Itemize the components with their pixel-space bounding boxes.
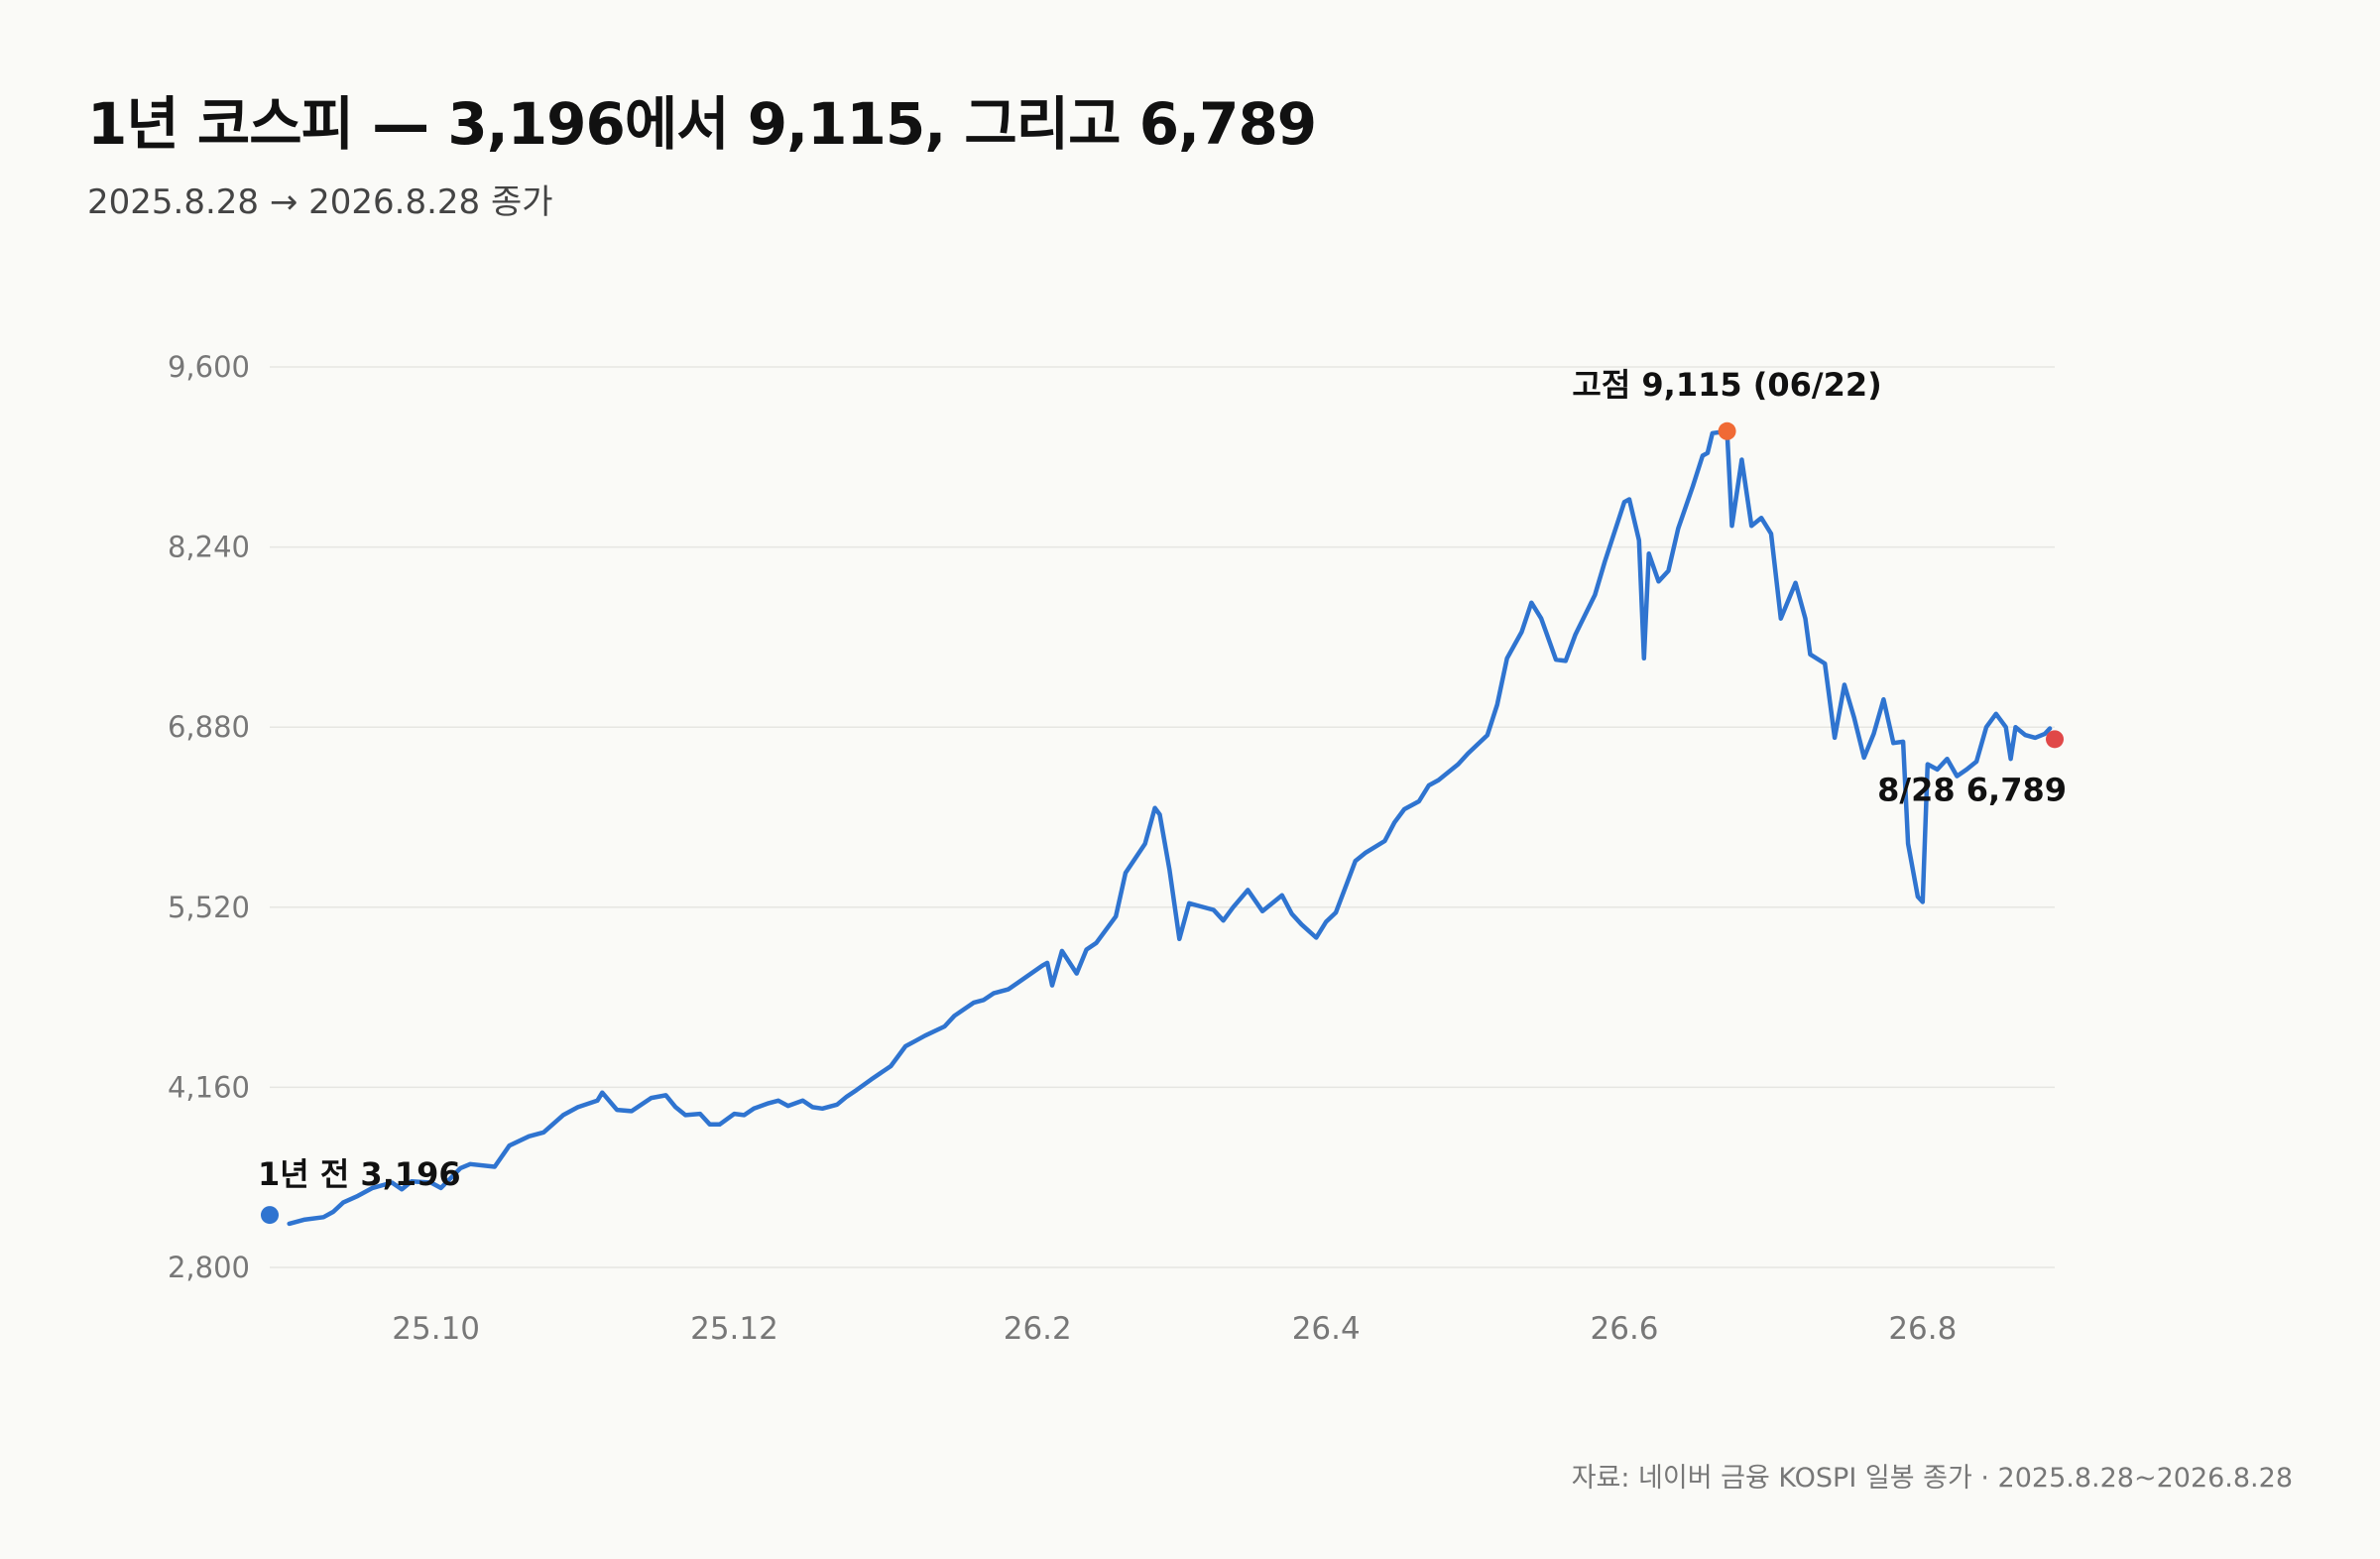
x-tick-label: 26.4: [1292, 1311, 1361, 1347]
chart-title: 1년 코스피 — 3,196에서 9,115, 그리고 6,789: [87, 90, 1317, 158]
marker-label: 고점 9,115 (06/22): [1572, 366, 1881, 404]
y-tick-label: 8,240: [168, 531, 250, 564]
series-line: [287, 428, 2053, 1227]
series: [287, 428, 2053, 1227]
x-tick-label: 26.8: [1888, 1311, 1957, 1347]
x-tick-label: 26.2: [1004, 1311, 1072, 1347]
grid-lines: [270, 366, 2055, 1268]
y-axis-ticks: 2,800 4,160 5,520 6,880 8,240 9,600: [168, 350, 250, 1284]
marker-dot: [261, 1206, 279, 1225]
y-tick-label: 9,600: [168, 350, 250, 384]
y-tick-label: 2,800: [168, 1251, 250, 1284]
marker-dot: [2046, 730, 2064, 749]
x-tick-label: 26.6: [1591, 1311, 1659, 1347]
y-tick-label: 5,520: [168, 891, 250, 924]
markers: 1년 전 3,196 고점 9,115 (06/22) 8/28 6,789: [258, 366, 2067, 1225]
y-tick-label: 4,160: [168, 1070, 250, 1104]
marker-label: 1년 전 3,196: [258, 1155, 461, 1193]
y-tick-label: 6,880: [168, 710, 250, 744]
x-axis-ticks: 25.10 25.12 26.2 26.4 26.6 26.8: [392, 1311, 1957, 1347]
chart-subtitle: 2025.8.28 → 2026.8.28 종가: [87, 182, 553, 222]
x-tick-label: 25.10: [392, 1311, 480, 1347]
source-note: 자료: 네이버 금융 KOSPI 일봉 종가 · 2025.8.28~2026.…: [1571, 1463, 2293, 1494]
x-tick-label: 25.12: [690, 1311, 778, 1347]
marker-dot: [1718, 421, 1736, 440]
marker-label: 8/28 6,789: [1877, 771, 2067, 808]
